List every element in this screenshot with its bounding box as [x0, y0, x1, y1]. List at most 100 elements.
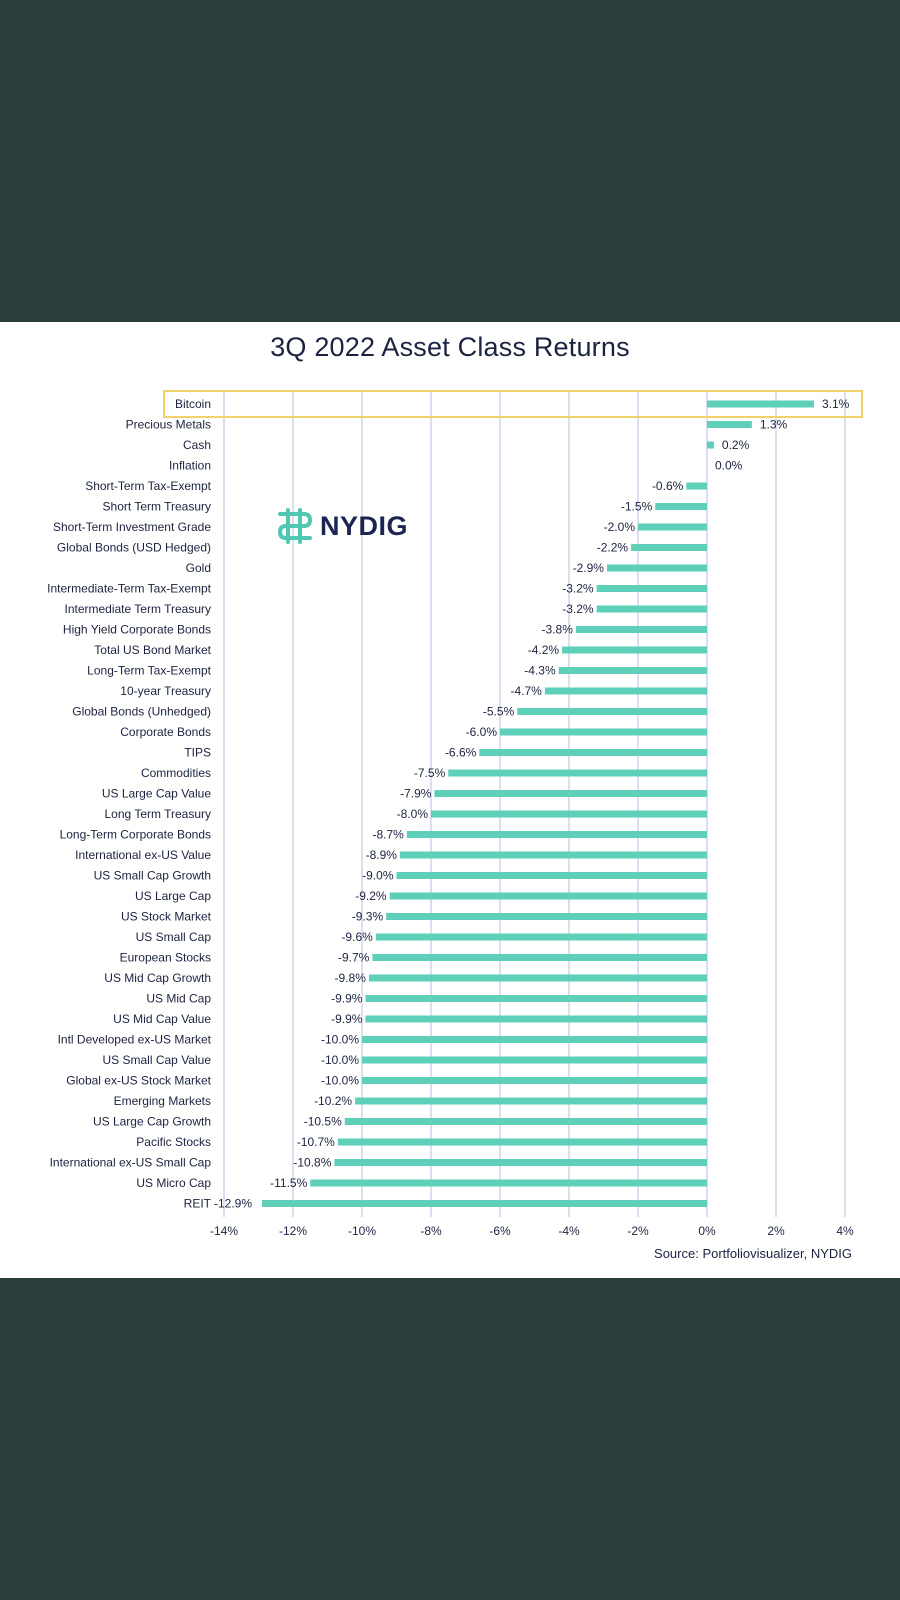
value-label: -8.7% — [372, 828, 404, 842]
value-label: -4.3% — [524, 664, 556, 678]
value-labels: 3.1% 1.3% 0.2% 0.0% -0.6% -1.5% -2.0% -2.2% -2.9… — [214, 397, 850, 1211]
bar — [707, 441, 714, 449]
value-label: -6.6% — [445, 746, 477, 760]
bar — [596, 585, 707, 592]
x-tick-label: -14% — [210, 1224, 238, 1238]
category-label: Long-Term Tax-Exempt — [87, 664, 211, 678]
bar — [261, 1200, 707, 1207]
x-tick-label: -6% — [489, 1224, 511, 1238]
category-label: High Yield Corporate Bonds — [63, 623, 211, 637]
bar — [434, 790, 707, 797]
value-label: -10.0% — [321, 1053, 359, 1067]
value-label: -9.7% — [338, 951, 370, 965]
value-label: -3.8% — [542, 623, 574, 637]
bar — [707, 400, 814, 408]
category-label: Intermediate-Term Tax-Exempt — [47, 582, 212, 596]
category-label: Intl Developed ex-US Market — [58, 1033, 212, 1047]
x-tick-label: 0% — [698, 1224, 716, 1238]
value-label: -9.9% — [331, 1012, 363, 1026]
bar — [372, 954, 707, 961]
value-label: -10.2% — [314, 1094, 352, 1108]
category-label: Pacific Stocks — [136, 1135, 211, 1149]
source-note: Source: Portfoliovisualizer, NYDIG — [654, 1246, 852, 1261]
highlight-layer — [163, 390, 863, 418]
category-label: US Small Cap Growth — [94, 869, 211, 883]
value-label: -1.5% — [621, 500, 653, 514]
value-label: -6.0% — [466, 725, 498, 739]
category-label: REIT — [184, 1197, 212, 1211]
bar — [544, 687, 707, 695]
bar — [606, 564, 707, 572]
value-label: -12.9% — [214, 1197, 252, 1211]
category-label: Long-Term Corporate Bonds — [60, 828, 211, 842]
chart-title: 3Q 2022 Asset Class Returns — [270, 332, 630, 362]
bar — [631, 544, 707, 551]
value-label: 0.0% — [715, 459, 743, 473]
bar — [365, 1015, 707, 1023]
category-label: Short-Term Tax-Exempt — [85, 479, 211, 493]
highlight-box — [163, 390, 863, 418]
value-label: -9.6% — [341, 930, 373, 944]
category-label: International ex-US Value — [75, 848, 211, 862]
category-label: US Large Cap Growth — [93, 1115, 211, 1129]
value-label: -10.8% — [293, 1156, 331, 1170]
value-label: -9.2% — [355, 889, 387, 903]
bar — [337, 1138, 707, 1146]
category-label: US Mid Cap — [146, 992, 211, 1006]
value-label: 3.1% — [822, 397, 850, 411]
bar — [389, 892, 707, 900]
category-label: Short-Term Investment Grade — [53, 520, 211, 534]
bar — [310, 1179, 707, 1187]
value-label: -10.5% — [304, 1115, 342, 1129]
category-label: Emerging Markets — [114, 1094, 211, 1108]
category-label: Intermediate Term Treasury — [64, 602, 211, 616]
bar — [431, 810, 707, 818]
x-tick-label: 2% — [767, 1224, 785, 1238]
bar — [479, 749, 707, 756]
value-label: -0.6% — [652, 479, 684, 493]
value-label: -8.0% — [397, 807, 429, 821]
category-label: 10-year Treasury — [120, 684, 211, 698]
x-tick-label: -12% — [279, 1224, 307, 1238]
bar — [596, 605, 707, 613]
category-label: Global Bonds (USD Hedged) — [57, 541, 211, 555]
value-label: -4.7% — [510, 684, 542, 698]
category-label: Bitcoin — [175, 397, 211, 411]
category-label: US Micro Cap — [136, 1176, 211, 1190]
category-label: US Large Cap Value — [102, 787, 212, 801]
x-tick-label: -10% — [348, 1224, 376, 1238]
x-axis-ticks: -14% -12% -10% -8% -6% -4% -2% 0% 2% 4% — [210, 1224, 854, 1238]
value-label: -5.5% — [483, 705, 515, 719]
category-label: US Large Cap — [135, 889, 211, 903]
category-label: Total US Bond Market — [94, 643, 211, 657]
category-label: Gold — [186, 561, 211, 575]
logo-text: NYDIG — [320, 510, 409, 541]
nydig-logo-icon — [277, 508, 313, 544]
value-label: -9.8% — [335, 971, 367, 985]
value-label: -4.2% — [528, 643, 560, 657]
value-label: -9.9% — [331, 992, 363, 1006]
x-tick-label: 4% — [836, 1224, 854, 1238]
value-label: -9.0% — [362, 869, 394, 883]
value-label: -2.9% — [573, 561, 605, 575]
bar — [344, 1118, 707, 1125]
bar — [355, 1097, 707, 1105]
bar — [638, 523, 707, 531]
category-label: Inflation — [169, 459, 211, 473]
x-tick-label: -2% — [627, 1224, 649, 1238]
value-label: -10.0% — [321, 1074, 359, 1088]
chart-card: 3Q 2022 Asset Class Returns Bitcoin Preci… — [0, 322, 900, 1278]
value-label: -3.2% — [562, 582, 594, 596]
category-label: Cash — [183, 438, 211, 452]
value-label: -10.0% — [321, 1033, 359, 1047]
x-tick-label: -4% — [558, 1224, 580, 1238]
category-label: TIPS — [184, 746, 211, 760]
category-label: International ex-US Small Cap — [50, 1156, 212, 1170]
bar — [558, 667, 707, 674]
value-label: -11.5% — [270, 1176, 307, 1190]
x-tick-label: -8% — [420, 1224, 442, 1238]
category-label: Commodities — [141, 766, 211, 780]
bar — [655, 503, 707, 510]
bar — [399, 851, 707, 859]
bar — [406, 831, 707, 838]
